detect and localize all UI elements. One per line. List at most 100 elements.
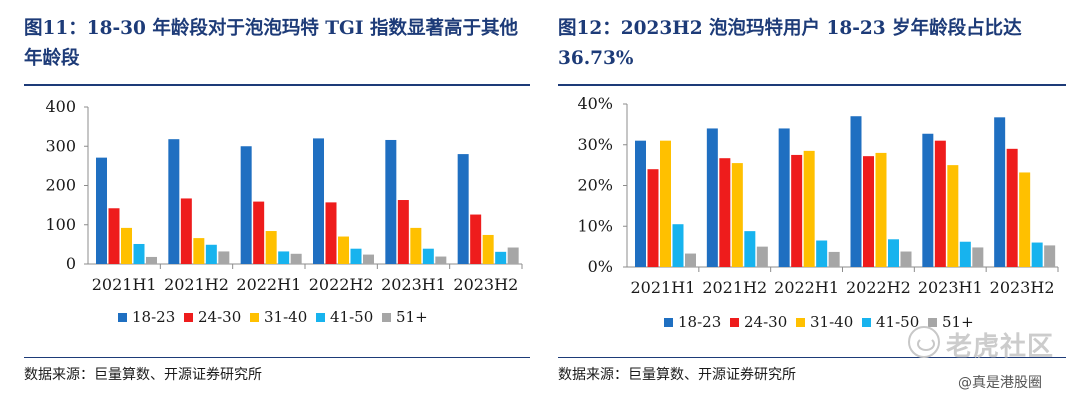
bar-51+-2021H2 [756, 246, 768, 267]
bar-18-23-2023H1 [922, 133, 934, 267]
bar-41-50-2022H2 [350, 248, 362, 264]
bar-18-23-2023H2 [457, 154, 469, 264]
legend-label-31-40: 31-40 [264, 308, 307, 326]
chart-title: 图11：18-30 年龄段对于泡泡玛特 TGI 指数显著高于其他年龄段 [24, 18, 518, 69]
bar-51+-2023H2 [1044, 245, 1056, 267]
legend-label-18-23: 18-23 [678, 313, 721, 331]
title-rule [24, 84, 530, 86]
legend-label-31-40: 31-40 [810, 313, 853, 331]
bar-24-30-2023H2 [470, 214, 482, 264]
bar-41-50-2021H1 [133, 243, 145, 264]
bar-18-23-2022H1 [240, 146, 252, 264]
bar-31-40-2022H1 [803, 150, 815, 267]
bar-51+-2022H2 [363, 254, 374, 264]
bar-31-40-2022H1 [265, 231, 277, 264]
bar-41-50-2022H2 [888, 239, 899, 267]
x-tick-label: 2022H2 [309, 275, 374, 294]
bar-18-23-2021H1 [96, 157, 107, 264]
chart-title: 图12：2023H2 泡泡玛特用户 18-23 岁年龄段占比达 36.73% [558, 18, 1022, 69]
bar-31-40-2021H1 [121, 227, 132, 264]
bar-51+-2023H1 [972, 247, 984, 267]
x-tick-label: 2022H1 [774, 278, 839, 297]
chart-panel-tgi: 图11：18-30 年龄段对于泡泡玛特 TGI 指数显著高于其他年龄段 0 100… [24, 18, 530, 383]
bar-18-23-2023H1 [385, 139, 397, 264]
bar-31-40-2023H1 [410, 227, 422, 264]
bar-31-40-2022H2 [875, 152, 887, 267]
y-tick-label: 300 [45, 136, 76, 155]
y-tick-label: 20% [577, 176, 613, 195]
bar-41-50-2023H1 [422, 248, 434, 264]
bar-41-50-2021H1 [672, 224, 684, 267]
x-tick-label: 2023H1 [381, 275, 446, 294]
y-tick-label: 0% [588, 257, 613, 276]
bar-31-40-2021H1 [660, 140, 671, 267]
chart-source: 数据来源：巨量算数、开源证券研究所 [24, 367, 262, 383]
legend-swatch-24-30 [730, 318, 739, 327]
bar-18-23-2023H2 [994, 117, 1006, 267]
x-tick-label: 2023H2 [453, 275, 518, 294]
bar-18-23-2022H1 [778, 128, 790, 267]
bar-51+-2022H2 [900, 251, 912, 267]
legend-swatch-18-23 [664, 318, 673, 327]
x-tick-label: 2021H1 [630, 278, 695, 297]
bar-31-40-2022H2 [338, 236, 349, 264]
legend-swatch-51+ [382, 313, 391, 322]
chart-source: 数据来源：巨量算数、开源证券研究所 [558, 367, 796, 383]
x-tick-label: 2021H2 [702, 278, 767, 297]
bar-31-40-2021H2 [731, 163, 743, 267]
bar-51+-2021H1 [146, 256, 157, 264]
y-tick-label: 30% [577, 135, 613, 154]
y-tick-label: 200 [45, 176, 76, 195]
legend-swatch-31-40 [250, 313, 259, 322]
watermark-handle: @真是港股圈 [958, 375, 1042, 391]
bar-41-50-2023H1 [959, 241, 971, 267]
bar-24-30-2023H1 [934, 140, 946, 267]
bar-31-40-2023H2 [482, 234, 494, 264]
source-rule [24, 357, 530, 358]
tiger-logo-icon [908, 326, 940, 358]
bar-18-23-2021H2 [168, 139, 180, 264]
legend-swatch-41-50 [862, 318, 871, 327]
bar-41-50-2022H1 [816, 240, 828, 267]
legend-label-24-30: 24-30 [744, 313, 787, 331]
share-bar-chart: 0% 10% 20% 30% 40% 2021H1 2021H2 2022H1 2022H2 20… [577, 94, 1059, 331]
legend-swatch-18-23 [118, 313, 127, 322]
tgi-bar-chart: 0 100 200 300 400 2021H1 2021H2 2022H1 2022H2 202… [45, 97, 523, 326]
bar-24-30-2021H1 [108, 208, 120, 264]
bar-51+-2022H1 [290, 253, 302, 264]
bar-24-30-2022H1 [791, 154, 803, 267]
bar-24-30-2022H1 [253, 201, 265, 264]
bar-18-23-2021H1 [635, 140, 646, 267]
legend-label-41-50: 41-50 [330, 308, 373, 326]
bar-31-40-2023H2 [1019, 172, 1031, 267]
bar-41-50-2023H2 [495, 251, 507, 264]
bar-24-30-2022H2 [325, 202, 337, 264]
legend-label-18-23: 18-23 [132, 308, 175, 326]
bar-31-40-2023H1 [947, 165, 959, 267]
bar-51+-2023H1 [435, 256, 447, 264]
bar-41-50-2023H2 [1031, 242, 1043, 267]
bar-24-30-2023H1 [397, 200, 409, 264]
legend-swatch-51+ [928, 318, 937, 327]
legend-label-24-30: 24-30 [198, 308, 241, 326]
bar-24-30-2021H1 [647, 169, 659, 267]
bar-51+-2023H2 [507, 247, 519, 264]
legend-label-51+: 51+ [942, 313, 974, 331]
bar-24-30-2021H2 [180, 198, 192, 264]
legend-label-41-50: 41-50 [876, 313, 919, 331]
bar-51+-2021H1 [685, 253, 696, 267]
bar-51+-2021H2 [218, 251, 230, 264]
legend-swatch-41-50 [316, 313, 325, 322]
y-tick-label: 400 [45, 97, 76, 116]
bar-41-50-2021H2 [205, 244, 217, 264]
bar-18-23-2021H2 [706, 128, 718, 267]
x-tick-label: 2022H1 [236, 275, 301, 294]
chart-panel-share: 图12：2023H2 泡泡玛特用户 18-23 岁年龄段占比达 36.73% 0… [540, 0, 1080, 407]
bar-31-40-2021H2 [193, 238, 205, 264]
y-tick-label: 100 [45, 215, 76, 234]
bar-24-30-2021H2 [719, 158, 731, 267]
watermark-brand: 老虎社区 [946, 332, 1055, 362]
bar-41-50-2022H1 [278, 251, 290, 264]
x-tick-label: 2023H1 [918, 278, 983, 297]
bar-41-50-2021H2 [744, 231, 756, 267]
